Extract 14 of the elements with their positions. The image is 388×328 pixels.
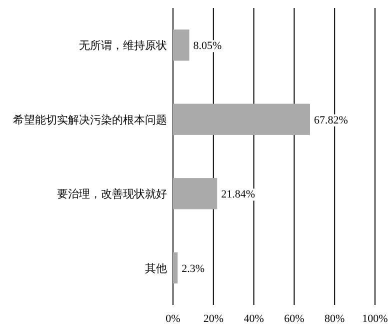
data-label: 8.05%: [193, 40, 222, 52]
data-label: 21.84%: [221, 188, 256, 201]
x-tick-label: 0%: [166, 313, 180, 325]
x-tick-label: 80%: [324, 313, 345, 325]
data-label: 67.82%: [314, 114, 348, 126]
y-tick-label: 希望能切实解决污染的根本问题: [13, 113, 167, 126]
x-tick-label: 60%: [284, 313, 304, 325]
y-tick-label: 无所谓，维持原状: [79, 39, 167, 52]
y-tick-label: 其他: [145, 262, 167, 275]
x-tick-label: 40%: [244, 313, 264, 325]
x-tick-label: 100%: [362, 313, 388, 325]
y-tick-label: 要治理，改善现状就好: [57, 188, 167, 201]
x-tick-label: 20%: [203, 313, 224, 325]
data-label: 2.3%: [182, 262, 205, 275]
